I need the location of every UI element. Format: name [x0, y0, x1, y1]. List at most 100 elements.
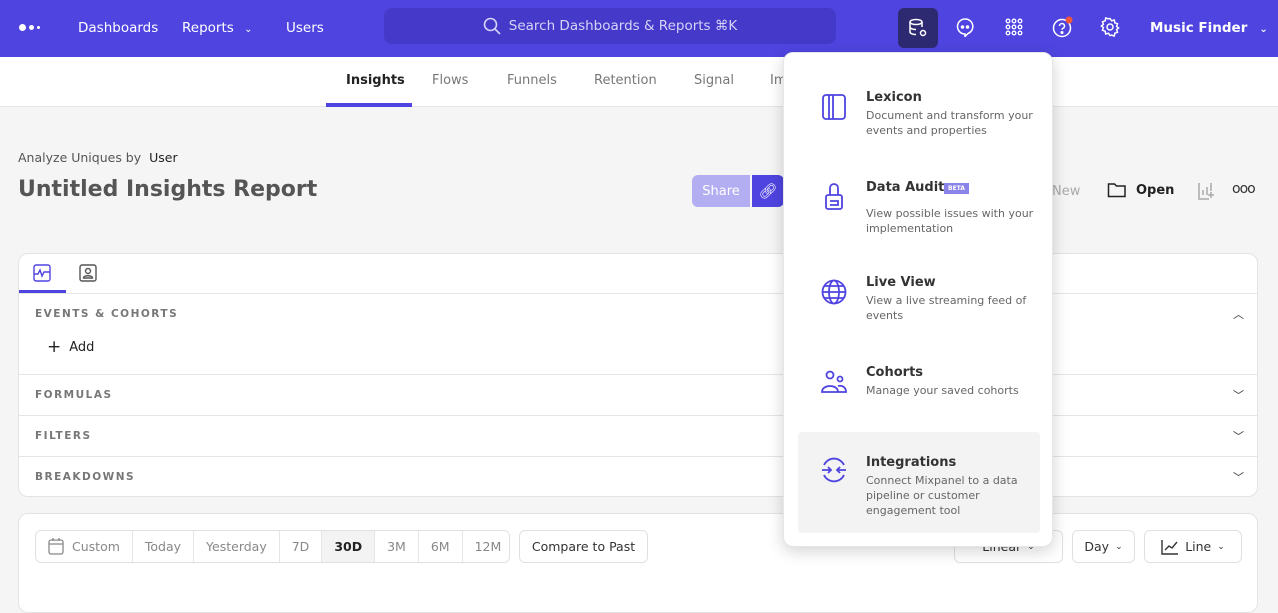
settings-button[interactable]	[1097, 14, 1123, 40]
chevron-down-icon: ﹀	[1233, 430, 1244, 443]
menu-item-desc: Document and transform your events and p…	[866, 109, 1033, 137]
top-bar: Dashboards Reports ⌄ Users Search Dashbo…	[0, 0, 1278, 57]
tab-signal[interactable]: Signal	[694, 73, 734, 88]
beta-badge: BETA	[944, 183, 969, 194]
chevron-down-icon: ⌄	[1259, 24, 1268, 35]
active-tab-indicator	[326, 103, 412, 107]
tab-retention[interactable]: Retention	[594, 73, 657, 88]
date-custom[interactable]: Custom	[36, 531, 133, 562]
calendar-icon	[48, 538, 64, 555]
events-cohorts-section: EVENTS & COHORTS ︿ + Add	[19, 293, 1258, 374]
menu-item-title: Data Audit	[866, 180, 945, 195]
add-to-dashboard-icon[interactable]	[1197, 181, 1217, 201]
analyze-prefix: Analyze Uniques by	[18, 150, 142, 165]
date-today[interactable]: Today	[133, 531, 195, 562]
chat-icon	[956, 18, 974, 37]
add-event-button[interactable]: + Add	[47, 337, 95, 357]
date-range-picker: Custom Today Yesterday 7D 30D 3M 6M 12M	[35, 530, 510, 563]
help-button[interactable]	[1049, 14, 1075, 40]
open-button[interactable]: Open	[1107, 181, 1174, 199]
date-3m[interactable]: 3M	[375, 531, 419, 562]
menu-item-title: Lexicon	[866, 90, 922, 105]
menu-item-title: Live View	[866, 275, 936, 290]
grid-icon	[1005, 18, 1023, 36]
menu-item-lexicon[interactable]: Lexicon Document and transform your even…	[798, 83, 1040, 143]
more-options-icon[interactable]: ooo	[1232, 181, 1256, 197]
search-icon	[483, 17, 501, 35]
lexicon-icon	[822, 94, 846, 120]
data-management-button[interactable]	[898, 8, 938, 48]
chevron-up-icon[interactable]: ︿	[1233, 308, 1244, 321]
new-button[interactable]: New	[1052, 184, 1081, 199]
date-6m[interactable]: 6M	[419, 531, 463, 562]
chat-button[interactable]	[952, 14, 978, 40]
integrations-icon	[822, 457, 846, 483]
gear-icon	[1100, 17, 1120, 37]
folder-icon	[1107, 183, 1126, 198]
search-input[interactable]: Search Dashboards & Reports ⌘K	[384, 8, 836, 44]
tab-flows[interactable]: Flows	[432, 73, 469, 88]
copy-link-button[interactable]: 🔗︎	[752, 175, 784, 207]
events-tab-icon[interactable]	[33, 264, 51, 282]
chart-type-selector[interactable]: Line ⌄	[1144, 530, 1242, 563]
analyze-value-selector[interactable]: User	[149, 150, 178, 165]
project-selector[interactable]: Music Finder ⌄	[1150, 20, 1268, 36]
plus-icon: +	[47, 337, 62, 357]
mixpanel-logo[interactable]	[19, 24, 40, 31]
share-button[interactable]: Share	[692, 175, 750, 207]
nav-reports[interactable]: Reports ⌄	[182, 20, 252, 36]
chevron-down-icon: ⌄	[1217, 541, 1225, 552]
section-label: EVENTS & COHORTS	[35, 308, 179, 320]
analyze-by: Analyze Uniques by User	[18, 150, 178, 165]
add-label: Add	[69, 340, 95, 355]
formulas-section[interactable]: FORMULAS ﹀	[19, 374, 1258, 415]
section-label: FORMULAS	[35, 389, 113, 401]
date-30d[interactable]: 30D	[322, 531, 376, 562]
date-yesterday[interactable]: Yesterday	[194, 531, 280, 562]
menu-item-desc: Manage your saved cohorts	[866, 384, 1019, 397]
chart-type-label: Line	[1185, 539, 1212, 554]
chevron-down-icon: ﹀	[1233, 389, 1244, 402]
data-management-menu: Lexicon Document and transform your even…	[783, 52, 1053, 547]
chevron-down-icon: ﹀	[1233, 471, 1244, 484]
menu-item-desc: View a live streaming feed of events	[866, 294, 1027, 322]
tab-insights[interactable]: Insights	[346, 73, 405, 88]
section-label: FILTERS	[35, 430, 92, 442]
project-name: Music Finder	[1150, 20, 1248, 36]
panel-tab-indicator	[19, 290, 66, 293]
nav-dashboards[interactable]: Dashboards	[78, 20, 159, 36]
menu-item-integrations[interactable]: Integrations Connect Mixpanel to a data …	[798, 432, 1040, 533]
menu-item-data-audit[interactable]: Data Audit BETA View possible issues wit…	[798, 173, 1040, 238]
apps-button[interactable]	[1001, 14, 1027, 40]
menu-item-desc: View possible issues with your implement…	[866, 207, 1034, 235]
menu-item-cohorts[interactable]: Cohorts Manage your saved cohorts	[798, 358, 1040, 408]
query-builder-panel: EVENTS & COHORTS ︿ + Add FORMULAS ﹀ FILTER…	[18, 253, 1258, 497]
date-custom-label: Custom	[72, 539, 120, 554]
open-label: Open	[1136, 182, 1175, 198]
globe-icon	[821, 279, 847, 305]
menu-item-title: Cohorts	[866, 365, 924, 380]
chevron-down-icon: ⌄	[1115, 541, 1123, 552]
tab-impact[interactable]: Im	[770, 73, 787, 88]
section-label: BREAKDOWNS	[35, 471, 136, 483]
menu-item-live-view[interactable]: Live View View a live streaming feed of …	[798, 268, 1040, 328]
date-7d[interactable]: 7D	[280, 531, 323, 562]
report-tabs	[0, 57, 1278, 107]
tab-funnels[interactable]: Funnels	[507, 73, 557, 88]
menu-item-title: Integrations	[866, 455, 957, 470]
menu-item-desc: Connect Mixpanel to a data pipeline or c…	[866, 474, 1018, 517]
interval-label: Day	[1084, 539, 1110, 554]
data-audit-icon	[825, 183, 843, 210]
date-12m[interactable]: 12M	[474, 539, 502, 554]
help-icon	[1052, 16, 1073, 38]
line-chart-icon	[1161, 539, 1179, 555]
filters-section[interactable]: FILTERS ﹀	[19, 415, 1258, 456]
interval-selector[interactable]: Day ⌄	[1072, 530, 1135, 563]
search-placeholder: Search Dashboards & Reports ⌘K	[508, 18, 738, 34]
report-title[interactable]: Untitled Insights Report	[18, 177, 318, 202]
breakdowns-section[interactable]: BREAKDOWNS ﹀	[19, 456, 1258, 497]
compare-to-past-button[interactable]: Compare to Past	[519, 530, 648, 563]
nav-reports-label: Reports	[182, 20, 234, 36]
nav-users[interactable]: Users	[286, 20, 324, 36]
profiles-tab-icon[interactable]	[79, 264, 97, 282]
